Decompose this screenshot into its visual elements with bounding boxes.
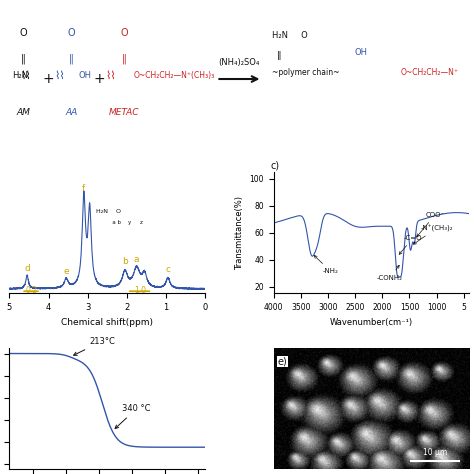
Text: ‖: ‖	[21, 54, 26, 64]
Text: (NH₄)₂SO₄: (NH₄)₂SO₄	[219, 58, 260, 67]
Text: a b    y     z: a b y z	[107, 220, 143, 225]
Text: ‖: ‖	[69, 54, 74, 64]
Text: O~CH₂CH₂—N⁺: O~CH₂CH₂—N⁺	[400, 68, 458, 77]
Text: AA: AA	[65, 108, 78, 117]
Text: ‖: ‖	[272, 51, 281, 60]
Text: O: O	[19, 28, 27, 38]
Text: -N⁺(CH₃)₂: -N⁺(CH₃)₂	[413, 224, 453, 244]
X-axis label: Chemical shift(ppm): Chemical shift(ppm)	[61, 318, 153, 327]
Text: H₂N    O: H₂N O	[96, 209, 120, 214]
Text: -CONH₂: -CONH₂	[377, 265, 403, 281]
Text: c: c	[165, 264, 171, 273]
Text: 213°C: 213°C	[73, 337, 115, 355]
X-axis label: Wavenumber(cm⁻¹): Wavenumber(cm⁻¹)	[330, 318, 413, 327]
Text: b: b	[122, 257, 128, 266]
Text: e): e)	[277, 356, 287, 367]
Text: O: O	[120, 28, 128, 38]
Text: 0.2: 0.2	[25, 286, 37, 295]
Text: ~polymer chain~: ~polymer chain~	[272, 68, 339, 77]
Text: 1.0: 1.0	[135, 286, 146, 295]
Text: ‖: ‖	[122, 54, 127, 64]
Text: e: e	[64, 267, 69, 276]
Text: ⌇⌇: ⌇⌇	[55, 71, 65, 81]
Text: OH: OH	[355, 47, 367, 56]
Text: H₂N     O: H₂N O	[272, 31, 307, 40]
Text: METAC: METAC	[109, 108, 140, 117]
Text: O: O	[68, 28, 75, 38]
Text: -C=O: -C=O	[399, 235, 422, 255]
Text: d: d	[24, 264, 30, 273]
Text: ⌇⌇: ⌇⌇	[20, 71, 31, 81]
Y-axis label: Transmittance(%): Transmittance(%)	[235, 196, 244, 270]
Text: COO⁻: COO⁻	[417, 212, 445, 237]
Text: c): c)	[271, 160, 280, 170]
Text: a: a	[134, 255, 139, 264]
Text: 340 °C: 340 °C	[115, 404, 151, 428]
Text: AM: AM	[16, 108, 30, 117]
Text: -NH₂: -NH₂	[314, 255, 338, 274]
Text: OH: OH	[78, 71, 91, 80]
Text: f: f	[82, 184, 85, 193]
Text: +: +	[43, 72, 55, 86]
Text: ⌇⌇: ⌇⌇	[105, 71, 116, 81]
Text: H₂N: H₂N	[12, 71, 28, 80]
Text: O~CH₂CH₂—N⁺(CH₃)₃: O~CH₂CH₂—N⁺(CH₃)₃	[134, 71, 215, 80]
Text: +: +	[93, 72, 105, 86]
Text: 10 μm: 10 μm	[423, 447, 447, 456]
